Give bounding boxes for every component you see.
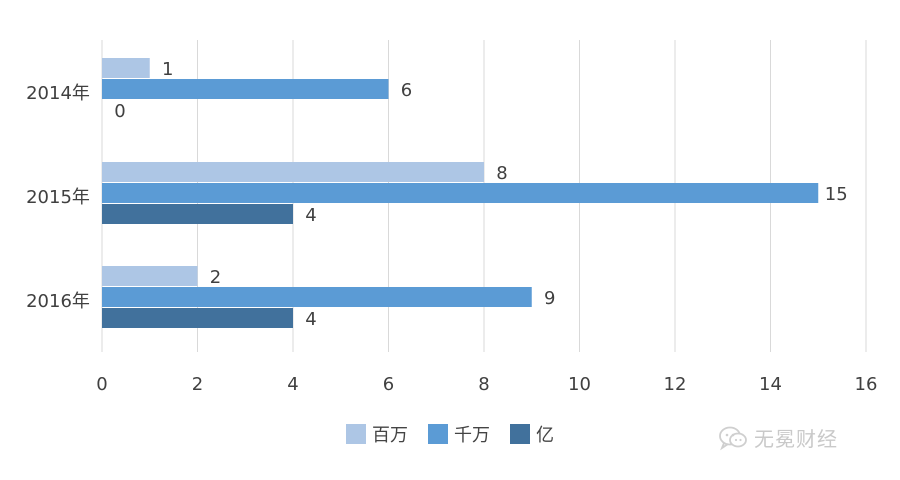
category-label-2: 2016年 [26, 291, 90, 312]
bar-2-2 [102, 308, 293, 328]
x-tick-label-7: 14 [759, 374, 782, 395]
wechat-icon [718, 425, 748, 451]
x-tick-label-1: 2 [192, 374, 203, 395]
data-label-2-1: 9 [544, 288, 555, 309]
x-tick-label-5: 10 [568, 374, 591, 395]
data-label-1-0: 8 [496, 163, 507, 184]
chart-legend: 百万 千万 亿 [0, 421, 900, 447]
watermark-text: 无冕财经 [754, 427, 838, 451]
x-tick-label-3: 6 [383, 374, 394, 395]
category-label-1: 2015年 [26, 187, 90, 208]
legend-label-series-2: 千万 [454, 425, 490, 446]
data-label-0-0: 1 [162, 59, 173, 80]
watermark: 无冕财经 [718, 423, 838, 452]
legend-item-series-1: 百万 [346, 421, 408, 447]
x-tick-label-4: 8 [478, 374, 489, 395]
category-label-0: 2014年 [26, 83, 90, 104]
data-label-1-2: 4 [305, 205, 316, 226]
legend-label-series-1: 百万 [372, 425, 408, 446]
bar-2-0 [102, 266, 198, 286]
legend-swatch-series-3 [510, 424, 530, 444]
legend-swatch-series-2 [428, 424, 448, 444]
data-label-2-2: 4 [305, 309, 316, 330]
bar-0-0 [102, 58, 150, 78]
x-tick-label-2: 4 [287, 374, 298, 395]
bar-1-0 [102, 162, 484, 182]
bar-1-1 [102, 183, 819, 203]
bar-2-1 [102, 287, 532, 307]
legend-item-series-3: 亿 [510, 421, 554, 447]
legend-item-series-2: 千万 [428, 421, 490, 447]
data-label-1-1: 15 [825, 184, 848, 205]
data-label-0-1: 6 [401, 80, 412, 101]
legend-label-series-3: 亿 [536, 425, 554, 446]
bar-0-1 [102, 79, 389, 99]
legend-swatch-series-1 [346, 424, 366, 444]
data-label-2-0: 2 [210, 267, 221, 288]
x-tick-label-6: 12 [664, 374, 687, 395]
bar-1-2 [102, 204, 293, 224]
data-label-0-2: 0 [114, 101, 125, 122]
x-tick-label-0: 0 [96, 374, 107, 395]
x-tick-label-8: 16 [855, 374, 878, 395]
